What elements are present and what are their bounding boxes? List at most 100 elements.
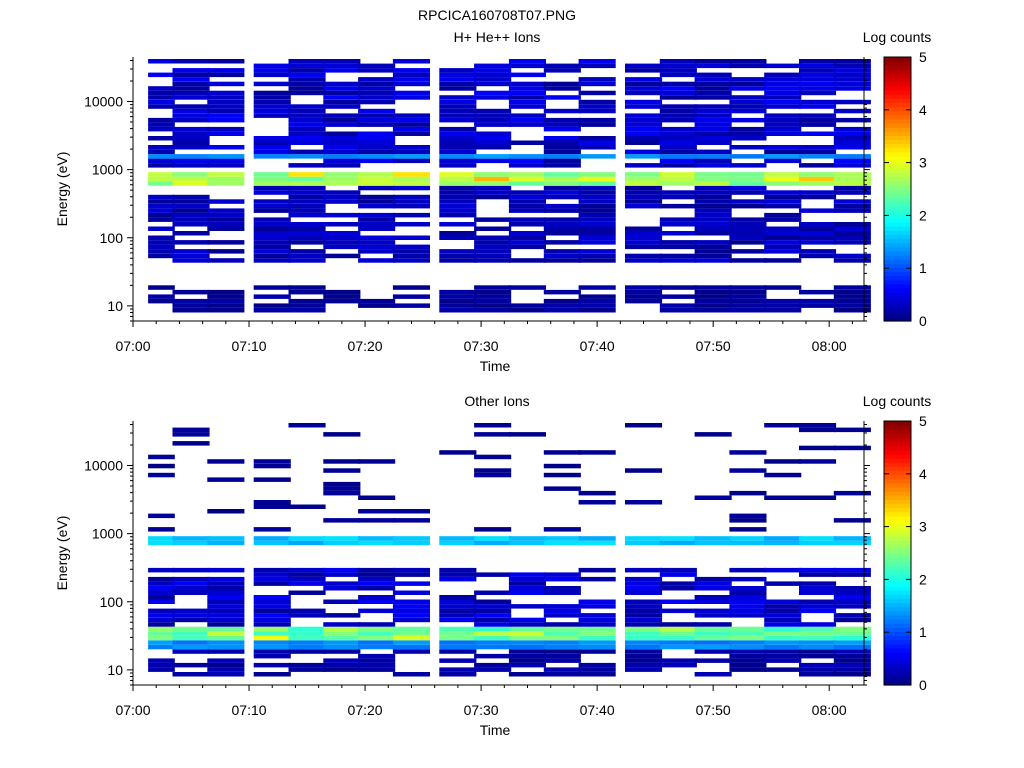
heatmap-cell bbox=[578, 667, 616, 672]
colorbar-segment bbox=[884, 176, 911, 182]
heatmap-cell bbox=[323, 644, 361, 650]
heatmap-cell bbox=[148, 599, 175, 604]
heatmap-cell bbox=[439, 131, 477, 136]
panel-h-he-ions: H+ He++ Ions Time Energy (eV) Log counts… bbox=[54, 29, 931, 374]
heatmap-cell bbox=[172, 617, 210, 623]
heatmap-cell bbox=[578, 99, 616, 105]
heatmap-cell bbox=[474, 662, 512, 668]
heatmap-cell bbox=[323, 95, 361, 100]
heatmap-cell bbox=[625, 667, 663, 672]
colorbar-segment bbox=[884, 226, 911, 231]
heatmap-cell bbox=[659, 308, 697, 313]
heatmap-cell bbox=[543, 613, 581, 618]
colorbar-segment bbox=[884, 180, 911, 186]
heatmap-cell bbox=[625, 117, 663, 123]
heatmap-cell bbox=[148, 199, 175, 204]
heatmap-cell bbox=[392, 536, 430, 541]
heatmap-cell bbox=[253, 617, 291, 623]
heatmap-cell bbox=[392, 518, 430, 523]
heatmap-cell bbox=[543, 145, 581, 150]
colorbar-segment bbox=[884, 437, 911, 443]
heatmap-cell bbox=[288, 640, 326, 645]
colorbar-segment bbox=[884, 259, 911, 264]
heatmap-cell bbox=[578, 258, 616, 263]
heatmap-cell bbox=[729, 289, 767, 295]
heatmap-cell bbox=[764, 104, 802, 109]
heatmap-cell bbox=[694, 122, 732, 127]
colorbar-segment bbox=[884, 205, 911, 211]
heatmap-cell bbox=[729, 536, 767, 541]
heatmap-cell bbox=[799, 99, 837, 105]
heatmap-cell bbox=[543, 586, 581, 591]
heatmap-cell bbox=[253, 649, 291, 654]
heatmap-cell bbox=[694, 131, 732, 136]
colorbar-segment bbox=[884, 222, 911, 227]
heatmap-cell bbox=[323, 81, 361, 87]
heatmap-cell bbox=[833, 640, 871, 645]
heatmap-cell bbox=[694, 59, 732, 64]
heatmap-cell bbox=[694, 672, 732, 677]
heatmap-cell bbox=[659, 572, 697, 577]
heatmap-cell bbox=[625, 289, 663, 295]
heatmap-cell bbox=[729, 527, 767, 532]
heatmap-cell bbox=[764, 244, 802, 250]
heatmap-cell bbox=[474, 599, 512, 604]
heatmap-cell bbox=[694, 163, 732, 168]
heatmap-cell bbox=[543, 608, 581, 614]
heatmap-cell bbox=[764, 176, 802, 182]
heatmap-cell bbox=[659, 172, 697, 177]
heatmap-cell bbox=[694, 63, 732, 69]
heatmap-cell bbox=[625, 176, 663, 182]
heatmap-cell bbox=[323, 649, 361, 654]
heatmap-cell bbox=[833, 185, 871, 191]
heatmap-cell bbox=[392, 249, 430, 254]
heatmap-cell bbox=[508, 113, 546, 118]
heatmap-cell bbox=[799, 113, 837, 118]
heatmap-cell bbox=[474, 63, 512, 69]
heatmap-cell bbox=[729, 303, 767, 308]
heatmap-cell bbox=[358, 298, 396, 304]
heatmap-cell bbox=[694, 222, 732, 227]
heatmap-cell bbox=[172, 77, 210, 82]
heatmap-cell bbox=[474, 176, 512, 182]
heatmap-cell bbox=[323, 586, 361, 591]
x-axis-label: Time bbox=[480, 358, 511, 374]
heatmap-cell bbox=[288, 635, 326, 641]
heatmap-cell bbox=[148, 567, 175, 573]
heatmap-cell bbox=[172, 441, 210, 446]
heatmap-cell bbox=[288, 222, 326, 227]
heatmap-cell bbox=[288, 190, 326, 195]
colorbar-segment bbox=[884, 520, 911, 525]
heatmap-cell bbox=[288, 72, 326, 78]
heatmap-cell bbox=[625, 199, 663, 204]
heatmap-cell bbox=[659, 567, 697, 573]
heatmap-cell bbox=[253, 308, 291, 313]
heatmap-cell bbox=[323, 68, 361, 73]
heatmap-cell bbox=[148, 527, 175, 532]
heatmap-cell bbox=[439, 667, 477, 672]
heatmap-cell bbox=[439, 86, 477, 91]
heatmap-cell bbox=[799, 622, 837, 627]
heatmap-cell bbox=[323, 131, 361, 136]
heatmap-cell bbox=[694, 308, 732, 313]
heatmap-cell bbox=[207, 658, 245, 663]
heatmap-cell bbox=[508, 99, 546, 105]
heatmap-cell bbox=[694, 176, 732, 182]
heatmap-cell bbox=[474, 472, 512, 478]
heatmap-cell bbox=[392, 567, 430, 573]
heatmap-cell bbox=[729, 658, 767, 663]
colorbar-segment bbox=[884, 532, 911, 538]
heatmap-cell bbox=[799, 644, 837, 650]
heatmap-cell bbox=[833, 117, 871, 123]
heatmap-cell bbox=[207, 126, 245, 132]
heatmap-cell bbox=[799, 104, 837, 109]
heatmap-cell bbox=[288, 136, 326, 141]
heatmap-cell bbox=[799, 190, 837, 195]
heatmap-cell bbox=[323, 658, 361, 663]
heatmap-cell bbox=[729, 576, 767, 582]
colorbar-label: Log counts bbox=[863, 29, 932, 45]
heatmap-cell bbox=[833, 567, 871, 573]
heatmap-cell bbox=[543, 472, 581, 478]
heatmap-cell bbox=[543, 181, 581, 186]
heatmap-cell bbox=[474, 181, 512, 186]
